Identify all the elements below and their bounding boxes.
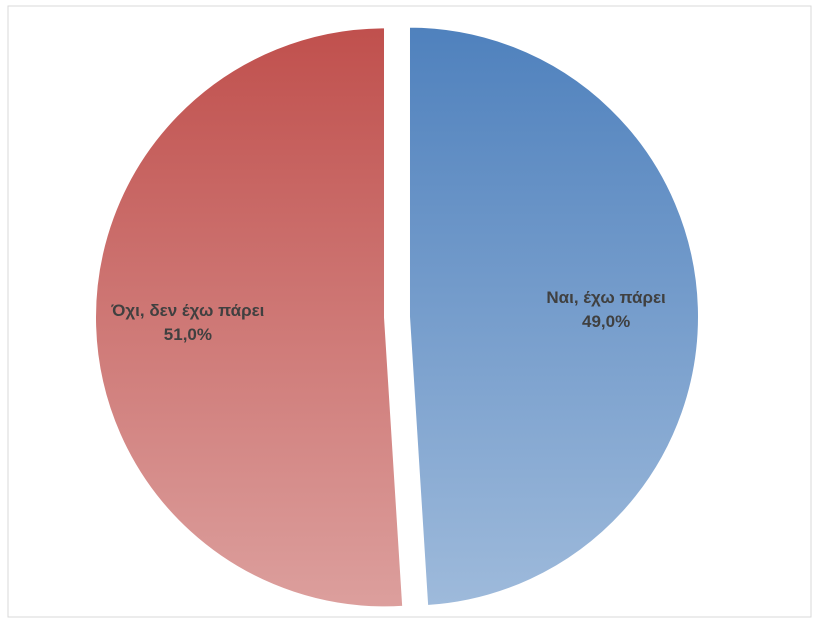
slice-value-label: 49,0% (582, 312, 630, 331)
slice-value-label: 51,0% (164, 325, 212, 344)
pie-slice (407, 25, 700, 608)
pie-slice (94, 26, 405, 609)
slice-label: Όχι, δεν έχω πάρει (110, 301, 264, 320)
slice-label: Ναι, έχω πάρει (546, 288, 666, 307)
